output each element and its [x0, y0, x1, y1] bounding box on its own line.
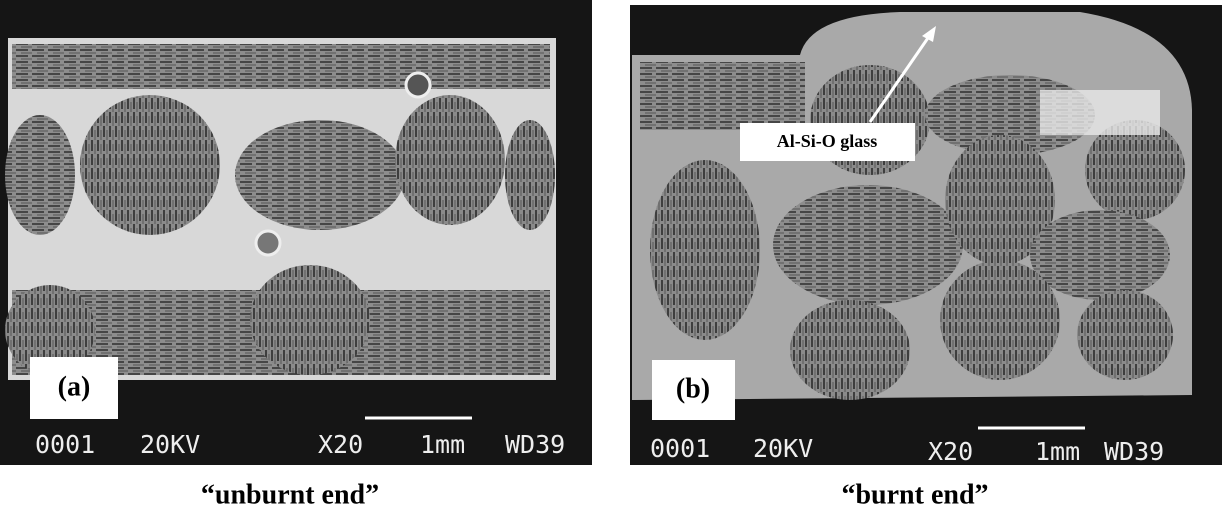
working-distance: WD39: [505, 430, 565, 459]
micrograph-figure: (a) 0001 20KV X20 1mm WD39 “unburnt end”…: [0, 0, 1222, 515]
glass-region: [1040, 90, 1160, 135]
fiber-bundle: [773, 185, 963, 305]
fiber-bundle: [395, 95, 505, 225]
fiber-bundle: [790, 300, 910, 400]
panel-label: (a): [58, 371, 91, 402]
fiber-bundle: [650, 160, 760, 340]
fiber-bundle: [505, 120, 555, 230]
caption: “burnt end”: [841, 479, 988, 510]
scale-label: 1mm: [1035, 437, 1080, 466]
voltage: 20KV: [753, 434, 813, 463]
fiber-bundle: [640, 62, 805, 130]
annotation: Al-Si-O glass: [777, 131, 878, 151]
caption: “unburnt end”: [201, 479, 379, 510]
voltage: 20KV: [140, 430, 200, 459]
fiber-bundle: [80, 95, 220, 235]
figure: (a) 0001 20KV X20 1mm WD39 “unburnt end”…: [0, 0, 1222, 515]
pore: [256, 231, 280, 255]
fiber-bundle: [250, 265, 370, 375]
fiber-bundle: [235, 120, 405, 230]
panel-a: (a) 0001 20KV X20 1mm WD39 “unburnt end”: [0, 0, 592, 510]
fiber-bundle: [5, 115, 75, 235]
panel-label: (b): [676, 373, 710, 404]
fiber-bundle: [940, 260, 1060, 380]
scale-label: 1mm: [420, 430, 465, 459]
fiber-bundle: [12, 44, 550, 89]
pore: [406, 73, 430, 97]
working-distance: WD39: [1104, 437, 1164, 466]
magnification: X20: [928, 437, 973, 466]
panel-b: Al-Si-O glass (b) 0001 20KV X20 1mm WD39…: [630, 5, 1222, 510]
image-code: 0001: [35, 430, 95, 459]
fiber-bundle: [1030, 210, 1170, 300]
fiber-bundle: [1077, 290, 1173, 380]
image-code: 0001: [650, 434, 710, 463]
magnification: X20: [318, 430, 363, 459]
